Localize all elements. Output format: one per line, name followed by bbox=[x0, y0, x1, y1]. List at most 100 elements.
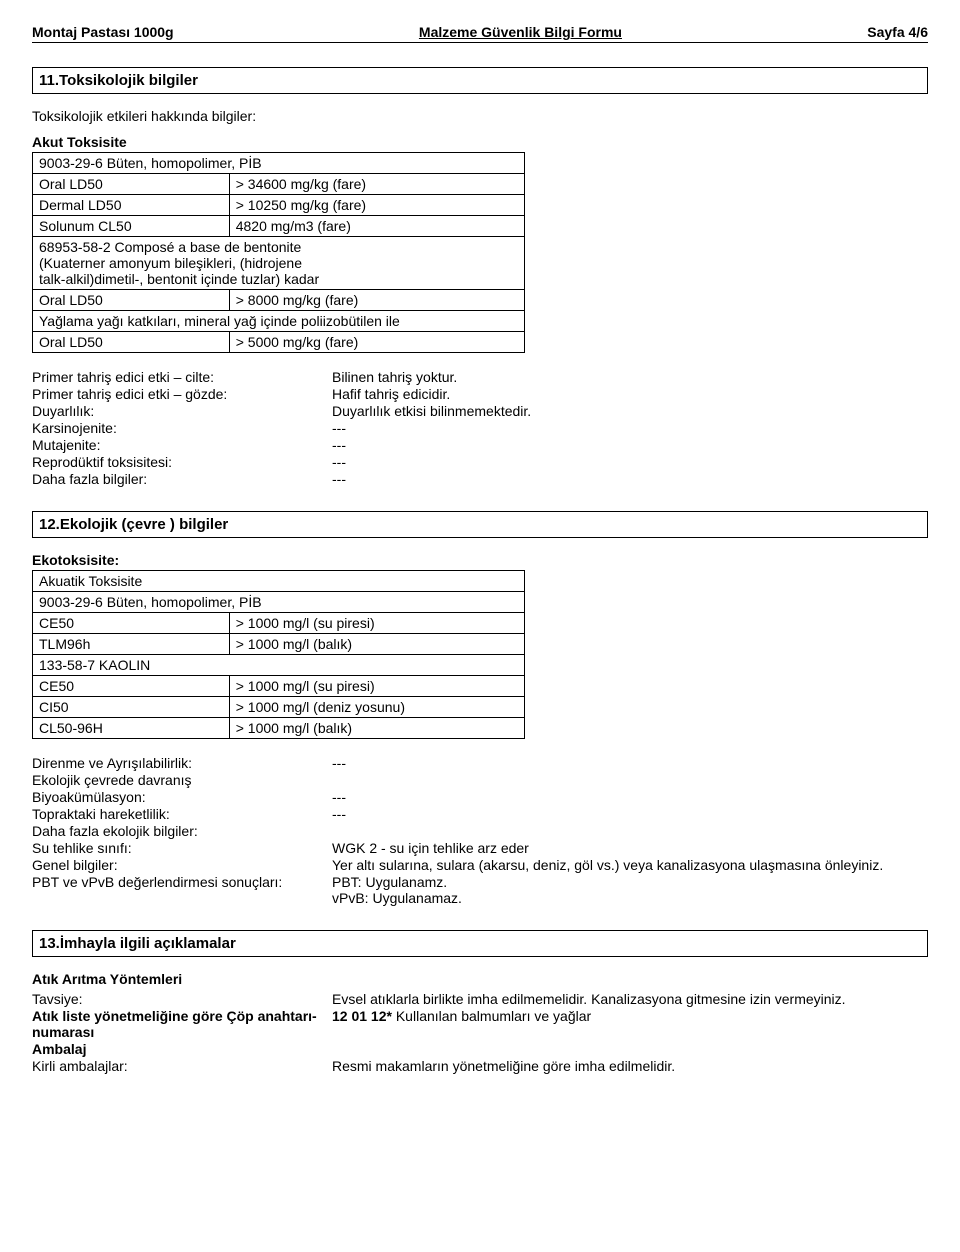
table-cell: > 10250 mg/kg (fare) bbox=[229, 195, 524, 216]
section-11-intro: Toksikolojik etkileri hakkında bilgiler: bbox=[32, 108, 928, 124]
kv-value: Resmi makamların yönetmeliğine göre imha… bbox=[332, 1058, 928, 1074]
table-cell: Oral LD50 bbox=[33, 332, 230, 353]
page-header: Montaj Pastası 1000g Malzeme Güvenlik Bi… bbox=[32, 24, 928, 43]
kv-row: Topraktaki hareketlilik:--- bbox=[32, 806, 928, 822]
kv-value: 12 01 12* Kullanılan balmumları ve yağla… bbox=[332, 1008, 928, 1024]
table-row: TLM96h> 1000 mg/l (balık) bbox=[33, 634, 525, 655]
kv-label: Daha fazla bilgiler: bbox=[32, 471, 332, 487]
kv-label: Reprodüktif toksisitesi: bbox=[32, 454, 332, 470]
table-row: CI50> 1000 mg/l (deniz yosunu) bbox=[33, 697, 525, 718]
kv-label: Karsinojenite: bbox=[32, 420, 332, 436]
kv-row: Direnme ve Ayrışılabilirlik:--- bbox=[32, 755, 928, 771]
kv-value: Yer altı sularına, sulara (akarsu, deniz… bbox=[332, 857, 928, 873]
kv-row: Duyarlılık:Duyarlılık etkisi bilinmemekt… bbox=[32, 403, 928, 419]
table-row: 68953-58-2 Composé a base de bentonite (… bbox=[33, 237, 525, 290]
kv-row: Biyoakümülasyon:--- bbox=[32, 789, 928, 805]
table-cell: 9003-29-6 Büten, homopolimer, PİB bbox=[33, 592, 525, 613]
kv-label: Direnme ve Ayrışılabilirlik: bbox=[32, 755, 332, 771]
kv-label: Kirli ambalajlar: bbox=[32, 1058, 332, 1074]
kv-value: --- bbox=[332, 437, 928, 453]
kv-row: Su tehlike sınıfı:WGK 2 - su için tehlik… bbox=[32, 840, 928, 856]
kv-row: Kirli ambalajlar:Resmi makamların yönetm… bbox=[32, 1058, 928, 1074]
kv-label: Daha fazla ekolojik bilgiler: bbox=[32, 823, 332, 839]
kv-label: Atık liste yönetmeliğine göre Çöp anahta… bbox=[32, 1008, 332, 1040]
table-row: CL50-96H> 1000 mg/l (balık) bbox=[33, 718, 525, 739]
table-row: 9003-29-6 Büten, homopolimer, PİB bbox=[33, 153, 525, 174]
table-cell: > 5000 mg/kg (fare) bbox=[229, 332, 524, 353]
kv-row: Genel bilgiler:Yer altı sularına, sulara… bbox=[32, 857, 928, 873]
table-cell: 68953-58-2 Composé a base de bentonite (… bbox=[33, 237, 525, 290]
table-row: CE50> 1000 mg/l (su piresi) bbox=[33, 613, 525, 634]
kv-value: --- bbox=[332, 789, 928, 805]
kv-label: Primer tahriş edici etki – gözde: bbox=[32, 386, 332, 402]
section-12-kv: Direnme ve Ayrışılabilirlik:---Ekolojik … bbox=[32, 755, 928, 906]
toxicity-table: 9003-29-6 Büten, homopolimer, PİBOral LD… bbox=[32, 152, 525, 353]
kv-value: --- bbox=[332, 755, 928, 771]
table-cell: TLM96h bbox=[33, 634, 230, 655]
kv-row: Mutajenite:--- bbox=[32, 437, 928, 453]
kv-value: --- bbox=[332, 806, 928, 822]
kv-value: Hafif tahriş edicidir. bbox=[332, 386, 928, 402]
kv-row: Ekolojik çevrede davranış bbox=[32, 772, 928, 788]
table-row: Dermal LD50> 10250 mg/kg (fare) bbox=[33, 195, 525, 216]
kv-value: Bilinen tahriş yoktur. bbox=[332, 369, 928, 385]
kv-label: Tavsiye: bbox=[32, 991, 332, 1007]
table-cell: Yağlama yağı katkıları, mineral yağ için… bbox=[33, 311, 525, 332]
table-cell: Dermal LD50 bbox=[33, 195, 230, 216]
section-13-kv: Tavsiye:Evsel atıklarla birlikte imha ed… bbox=[32, 991, 928, 1074]
table-row: 9003-29-6 Büten, homopolimer, PİB bbox=[33, 592, 525, 613]
kv-value: --- bbox=[332, 471, 928, 487]
table-row: 133-58-7 KAOLIN bbox=[33, 655, 525, 676]
kv-row: Daha fazla ekolojik bilgiler: bbox=[32, 823, 928, 839]
kv-value: --- bbox=[332, 420, 928, 436]
ekotoksisite-label: Ekotoksisite: bbox=[32, 552, 928, 568]
table-cell: > 8000 mg/kg (fare) bbox=[229, 290, 524, 311]
table-row: Oral LD50> 5000 mg/kg (fare) bbox=[33, 332, 525, 353]
table-row: Yağlama yağı katkıları, mineral yağ için… bbox=[33, 311, 525, 332]
kv-label: Biyoakümülasyon: bbox=[32, 789, 332, 805]
table-cell: > 1000 mg/l (su piresi) bbox=[229, 676, 524, 697]
header-page: Sayfa 4/6 bbox=[867, 24, 928, 40]
table-cell: > 1000 mg/l (deniz yosunu) bbox=[229, 697, 524, 718]
table-cell: Solunum CL50 bbox=[33, 216, 230, 237]
table-cell: Oral LD50 bbox=[33, 290, 230, 311]
kv-label: Ambalaj bbox=[32, 1041, 332, 1057]
akut-toksisite-label: Akut Toksisite bbox=[32, 134, 928, 150]
waste-methods-label: Atık Arıtma Yöntemleri bbox=[32, 971, 928, 987]
header-product: Montaj Pastası 1000g bbox=[32, 24, 174, 40]
kv-label: Primer tahriş edici etki – cilte: bbox=[32, 369, 332, 385]
kv-row: Karsinojenite:--- bbox=[32, 420, 928, 436]
table-cell: Akuatik Toksisite bbox=[33, 571, 525, 592]
ecotox-table: Akuatik Toksisite9003-29-6 Büten, homopo… bbox=[32, 570, 525, 739]
kv-value: PBT: Uygulanamz. vPvB: Uygulanamaz. bbox=[332, 874, 928, 906]
kv-label: Mutajenite: bbox=[32, 437, 332, 453]
kv-label: Duyarlılık: bbox=[32, 403, 332, 419]
kv-row: Reprodüktif toksisitesi:--- bbox=[32, 454, 928, 470]
kv-label: Su tehlike sınıfı: bbox=[32, 840, 332, 856]
kv-label: PBT ve vPvB değerlendirmesi sonuçları: bbox=[32, 874, 332, 890]
table-cell: 133-58-7 KAOLIN bbox=[33, 655, 525, 676]
kv-row: Ambalaj bbox=[32, 1041, 928, 1057]
header-title: Malzeme Güvenlik Bilgi Formu bbox=[419, 24, 622, 40]
section-11-kv: Primer tahriş edici etki – cilte:Bilinen… bbox=[32, 369, 928, 487]
table-cell: 9003-29-6 Büten, homopolimer, PİB bbox=[33, 153, 525, 174]
table-row: Akuatik Toksisite bbox=[33, 571, 525, 592]
table-cell: > 1000 mg/l (su piresi) bbox=[229, 613, 524, 634]
table-cell: CE50 bbox=[33, 613, 230, 634]
kv-value: --- bbox=[332, 454, 928, 470]
kv-value: Duyarlılık etkisi bilinmemektedir. bbox=[332, 403, 928, 419]
table-cell: CE50 bbox=[33, 676, 230, 697]
section-12-header: 12.Ekolojik (çevre ) bilgiler bbox=[32, 511, 928, 538]
table-cell: > 1000 mg/l (balık) bbox=[229, 718, 524, 739]
kv-row: Primer tahriş edici etki – cilte:Bilinen… bbox=[32, 369, 928, 385]
kv-value: Evsel atıklarla birlikte imha edilmemeli… bbox=[332, 991, 928, 1007]
kv-row: PBT ve vPvB değerlendirmesi sonuçları:PB… bbox=[32, 874, 928, 906]
kv-value: WGK 2 - su için tehlike arz eder bbox=[332, 840, 928, 856]
table-row: CE50> 1000 mg/l (su piresi) bbox=[33, 676, 525, 697]
kv-row: Primer tahriş edici etki – gözde:Hafif t… bbox=[32, 386, 928, 402]
kv-row: Atık liste yönetmeliğine göre Çöp anahta… bbox=[32, 1008, 928, 1040]
table-row: Solunum CL504820 mg/m3 (fare) bbox=[33, 216, 525, 237]
table-cell: Oral LD50 bbox=[33, 174, 230, 195]
table-cell: > 1000 mg/l (balık) bbox=[229, 634, 524, 655]
table-cell: CL50-96H bbox=[33, 718, 230, 739]
